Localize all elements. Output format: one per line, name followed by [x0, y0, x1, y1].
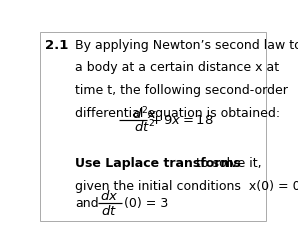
- Text: time t, the following second-order: time t, the following second-order: [75, 84, 288, 97]
- Text: By applying Newton’s second law to: By applying Newton’s second law to: [75, 39, 298, 52]
- Text: 2.1: 2.1: [45, 39, 69, 52]
- Text: and: and: [75, 197, 99, 210]
- Text: (0) = 3: (0) = 3: [124, 197, 168, 210]
- Text: to solve it,: to solve it,: [192, 157, 262, 170]
- Text: given the initial conditions  x(0) = 0: given the initial conditions x(0) = 0: [75, 180, 298, 193]
- Text: a body at a certain distance x at: a body at a certain distance x at: [75, 62, 280, 74]
- Text: $dx$: $dx$: [100, 189, 118, 203]
- Text: $dt$: $dt$: [101, 204, 117, 218]
- Text: $+\,9x = 18$: $+\,9x = 18$: [150, 114, 214, 127]
- Text: Use Laplace transforms: Use Laplace transforms: [75, 157, 241, 170]
- Text: $d^2x$: $d^2x$: [132, 106, 157, 122]
- Text: differential equation is obtained:: differential equation is obtained:: [75, 107, 280, 120]
- Text: $dt^2$: $dt^2$: [134, 119, 155, 136]
